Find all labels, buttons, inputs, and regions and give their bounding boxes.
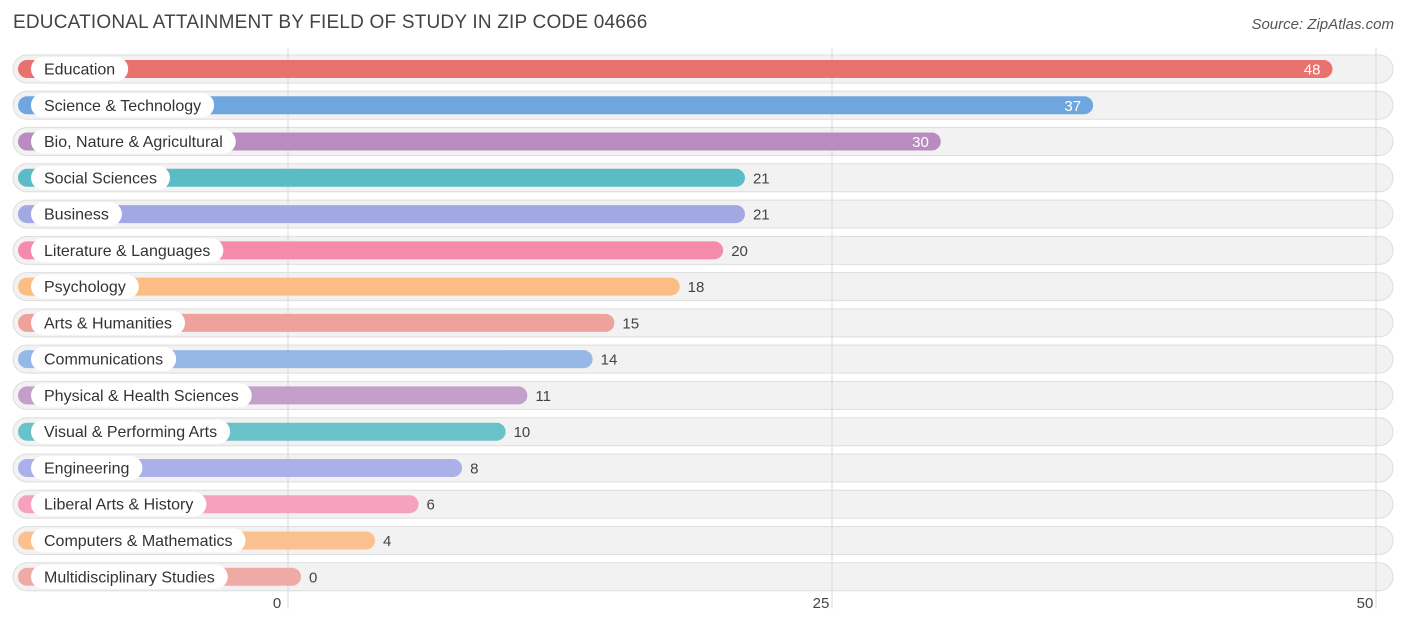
category-label: Multidisciplinary Studies: [44, 569, 215, 586]
category-label: Arts & Humanities: [44, 315, 172, 332]
bar: [18, 277, 680, 296]
category-label-background: [31, 455, 143, 480]
x-tick-label: 25: [813, 595, 830, 612]
bar: [18, 132, 941, 151]
category-label-background: [31, 202, 122, 227]
value-label: 20: [731, 243, 748, 260]
category-label: Social Sciences: [44, 170, 157, 187]
category-label: Psychology: [44, 279, 126, 296]
category-label-background: [31, 310, 186, 335]
category-label-background: [31, 274, 139, 299]
category-label: Computers & Mathematics: [44, 533, 233, 550]
category-label: Education: [44, 62, 115, 79]
category-label-background: [31, 383, 252, 408]
chart-title: EDUCATIONAL ATTAINMENT BY FIELD OF STUDY…: [13, 12, 648, 33]
value-label: 18: [688, 279, 705, 296]
value-label: 21: [753, 170, 770, 187]
value-label: 15: [622, 315, 639, 332]
category-label-background: [31, 129, 236, 154]
row-background: [12, 562, 1394, 592]
category-label: Bio, Nature & Agricultural: [44, 134, 223, 151]
value-label: 0: [309, 569, 317, 586]
category-label-background: [31, 347, 177, 372]
value-label: 6: [427, 497, 435, 514]
bar: [18, 96, 1094, 115]
category-label-background: [31, 564, 228, 589]
category-label: Engineering: [44, 460, 129, 477]
value-label: 30: [912, 134, 929, 151]
value-label: 11: [535, 388, 551, 405]
source-label: Source: ZipAtlas.com: [1251, 16, 1394, 33]
category-label: Communications: [44, 352, 163, 369]
category-label: Business: [44, 207, 109, 224]
category-label-background: [31, 93, 215, 118]
value-label: 37: [1064, 98, 1081, 115]
category-label: Visual & Performing Arts: [44, 424, 217, 441]
bar: [18, 60, 1333, 78]
value-label: 14: [601, 352, 618, 369]
category-label: Literature & Languages: [44, 243, 210, 260]
category-label-background: [31, 419, 231, 444]
x-tick-label: 50: [1357, 595, 1374, 612]
category-label-background: [31, 57, 129, 81]
category-label-background: [31, 528, 246, 553]
category-label-background: [31, 238, 224, 263]
category-label: Science & Technology: [44, 98, 201, 115]
value-label: 8: [470, 460, 478, 477]
category-label-background: [31, 492, 207, 517]
category-label-background: [31, 165, 170, 190]
category-label: Physical & Health Sciences: [44, 388, 239, 405]
value-label: 21: [753, 207, 770, 224]
bar: [18, 205, 745, 224]
x-tick-label: 0: [273, 595, 281, 612]
category-label: Liberal Arts & History: [44, 497, 193, 514]
bar: [18, 168, 745, 187]
x-axis-ticks: 0 25 50: [273, 595, 1374, 612]
value-label: 10: [514, 424, 531, 441]
value-label: 48: [1304, 62, 1321, 79]
value-label: 4: [383, 533, 391, 550]
